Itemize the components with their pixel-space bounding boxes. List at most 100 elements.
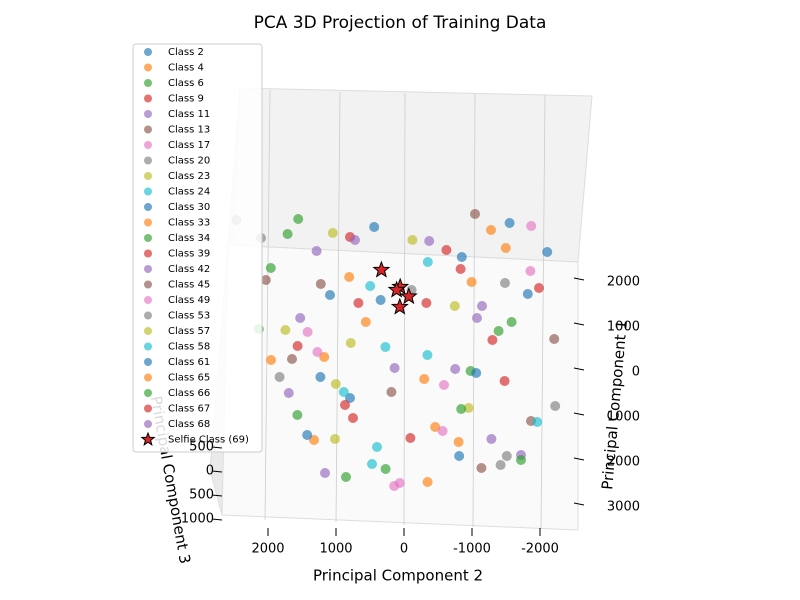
legend-marker — [144, 373, 152, 382]
legend-marker — [144, 218, 152, 227]
legend-label: Class 20 — [168, 156, 210, 167]
legend: Class 2 Class 4 Class 6 Class 9 Class 11 Clas… — [132, 43, 263, 453]
legend-label: Class 17 — [168, 140, 210, 151]
legend-marker — [144, 110, 152, 118]
point — [453, 437, 464, 447]
legend-marker — [144, 342, 152, 351]
z-tick-label: 0 — [206, 464, 214, 479]
legend-marker — [144, 296, 152, 304]
legend-marker — [144, 311, 152, 320]
legend-marker — [144, 280, 152, 289]
point — [283, 388, 294, 398]
legend-label: Class 33 — [168, 218, 210, 229]
point — [405, 433, 416, 443]
point — [550, 401, 561, 411]
pane-line — [403, 92, 406, 526]
x-tick-label: 2000 — [607, 455, 640, 470]
legend-label: Class 58 — [168, 342, 210, 353]
point — [375, 295, 386, 305]
point — [549, 334, 560, 344]
point — [471, 368, 482, 378]
panes — [209, 87, 593, 531]
point — [486, 434, 497, 444]
y-tick-label: -2000 — [521, 542, 559, 557]
point — [493, 326, 504, 336]
point — [274, 372, 285, 382]
legend-label: Class 6 — [168, 78, 204, 89]
x-tick — [573, 502, 585, 506]
point — [389, 363, 400, 373]
chart-title: PCA 3D Projection of Training Data — [254, 13, 547, 33]
point — [500, 278, 510, 288]
legend-label: Class 68 — [168, 419, 210, 430]
legend-marker — [144, 389, 152, 397]
point — [439, 380, 449, 390]
point — [365, 281, 376, 291]
pane-line — [472, 93, 476, 528]
legend-label: Class 11 — [168, 109, 210, 120]
legend-marker — [144, 203, 152, 211]
point — [338, 387, 349, 397]
point — [501, 451, 512, 461]
point — [477, 301, 487, 311]
legend-marker — [144, 187, 152, 196]
legend-marker — [144, 420, 152, 428]
legend-marker — [144, 48, 152, 56]
legend-label: Class 30 — [168, 202, 210, 213]
legend-label: Class 67 — [168, 404, 210, 415]
point — [265, 263, 276, 273]
point — [500, 243, 511, 253]
star-point — [372, 260, 391, 278]
legend-label: Class 42 — [168, 264, 210, 275]
point — [455, 264, 466, 274]
point — [315, 279, 326, 289]
legend-label: Class 65 — [168, 373, 210, 384]
z-tick — [211, 494, 223, 497]
legend-marker — [144, 172, 152, 180]
point — [380, 342, 391, 352]
point — [341, 472, 351, 482]
star-point — [390, 297, 409, 315]
legend-marker — [144, 404, 152, 413]
legend-marker — [140, 431, 156, 446]
legend-label: Class 61 — [168, 357, 210, 368]
point — [506, 317, 517, 327]
point — [266, 355, 276, 365]
x-tick — [573, 412, 585, 416]
point — [325, 290, 335, 300]
x-tick — [573, 277, 585, 281]
point — [466, 277, 477, 287]
pane-line — [264, 89, 271, 521]
x-tick-label: 1000 — [607, 410, 640, 425]
point — [295, 313, 306, 323]
point — [456, 404, 467, 414]
y-tick-label: 1000 — [319, 542, 352, 557]
point — [280, 325, 291, 335]
legend-marker — [144, 79, 152, 87]
y-tick-label: 2000 — [251, 542, 284, 557]
point — [330, 434, 340, 444]
point — [449, 301, 460, 311]
point — [367, 459, 377, 469]
legend-label: Class 49 — [168, 295, 210, 306]
legend-label: Class 4 — [168, 63, 204, 74]
point — [327, 228, 338, 238]
legend-marker — [144, 327, 152, 335]
point — [330, 379, 341, 389]
x-tick-label: 1000 — [607, 320, 640, 335]
pane-line — [335, 91, 341, 523]
legend-marker — [144, 94, 152, 103]
x-tick — [573, 367, 585, 371]
legend-label: Class 66 — [168, 388, 210, 399]
pane-line — [540, 94, 546, 530]
x-tick-label: 0 — [632, 365, 640, 380]
point — [282, 229, 293, 239]
legend-label: Class 9 — [168, 94, 204, 105]
point — [380, 464, 391, 474]
point — [312, 347, 323, 357]
point — [526, 221, 537, 231]
point — [344, 272, 355, 282]
y-tick-label: -1000 — [453, 542, 491, 557]
legend-label: Class 53 — [168, 311, 210, 322]
